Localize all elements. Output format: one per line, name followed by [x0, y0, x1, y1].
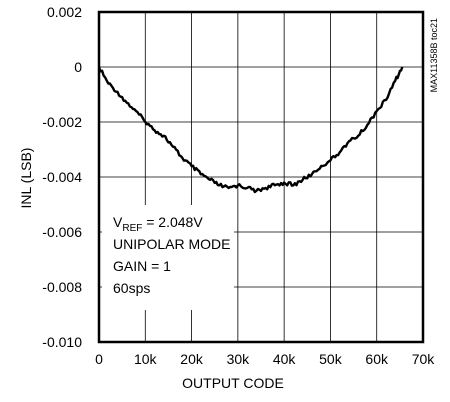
x-tick-label: 10k	[134, 351, 158, 367]
annotation-rate: 60sps	[113, 280, 150, 296]
annotation-mode: UNIPOLAR MODE	[113, 236, 230, 252]
annotation-vref-value: = 2.048V	[142, 214, 203, 230]
x-tick-label: 0	[95, 351, 103, 367]
annotation-vref-subscript: REF	[122, 223, 142, 234]
y-tick-label: -0.002	[42, 114, 82, 130]
x-tick-labels: 0 10k 20k 30k 40k 50k 60k 70k	[95, 351, 435, 367]
y-tick-label: -0.010	[42, 334, 82, 350]
series-line	[97, 66, 404, 194]
y-axis-title: INL (LSB)	[18, 148, 34, 209]
x-tick-label: 50k	[319, 351, 343, 367]
y-tick-label: -0.004	[42, 169, 82, 185]
y-tick-label: 0.002	[47, 4, 82, 20]
x-tick-label: 30k	[227, 351, 251, 367]
x-tick-label: 70k	[412, 351, 436, 367]
plot-frame	[97, 10, 425, 344]
y-tick-label: -0.006	[42, 224, 82, 240]
y-tick-label: -0.008	[42, 279, 82, 295]
x-tick-label: 60k	[365, 351, 389, 367]
x-tick-label: 20k	[180, 351, 204, 367]
x-axis-title: OUTPUT CODE	[182, 375, 284, 391]
annotation-vref-prefix: V	[113, 214, 123, 230]
watermark: MAX11358B toc21	[429, 18, 439, 92]
annotation-gain: GAIN = 1	[113, 258, 171, 274]
y-tick-labels: 0.002 0 -0.002 -0.004 -0.006 -0.008 -0.010	[42, 4, 82, 350]
series-layer	[97, 66, 404, 194]
annotation-vref: VREF = 2.048V	[113, 214, 203, 234]
annotation-background	[102, 205, 234, 310]
x-tick-label: 40k	[273, 351, 297, 367]
y-tick-label: 0	[74, 59, 82, 75]
annotation: VREF = 2.048V UNIPOLAR MODE GAIN = 1 60s…	[113, 214, 230, 296]
